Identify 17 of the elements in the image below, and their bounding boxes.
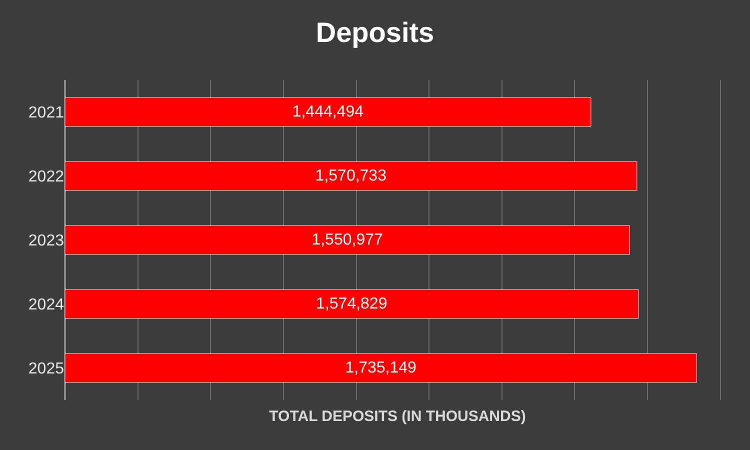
data-label: 1,444,494 bbox=[292, 104, 364, 120]
data-label: 1,574,829 bbox=[316, 296, 388, 312]
bar bbox=[65, 97, 592, 127]
bar bbox=[65, 161, 638, 191]
data-label: 1,570,733 bbox=[315, 168, 387, 184]
x-axis-title: TOTAL DEPOSITS (IN THOUSANDS) bbox=[269, 408, 526, 425]
y-tick-label: 2024 bbox=[28, 296, 64, 314]
bar bbox=[65, 353, 697, 383]
chart-title: Deposits bbox=[316, 17, 434, 48]
y-tick-label: 2025 bbox=[28, 360, 64, 378]
data-label: 1,735,149 bbox=[345, 360, 417, 376]
y-tick-label: 2023 bbox=[28, 232, 64, 250]
y-tick-label: 2021 bbox=[28, 104, 64, 122]
bar bbox=[65, 225, 630, 255]
y-tick-label: 2022 bbox=[28, 168, 64, 186]
bar bbox=[65, 289, 639, 319]
data-label: 1,550,977 bbox=[312, 232, 383, 248]
